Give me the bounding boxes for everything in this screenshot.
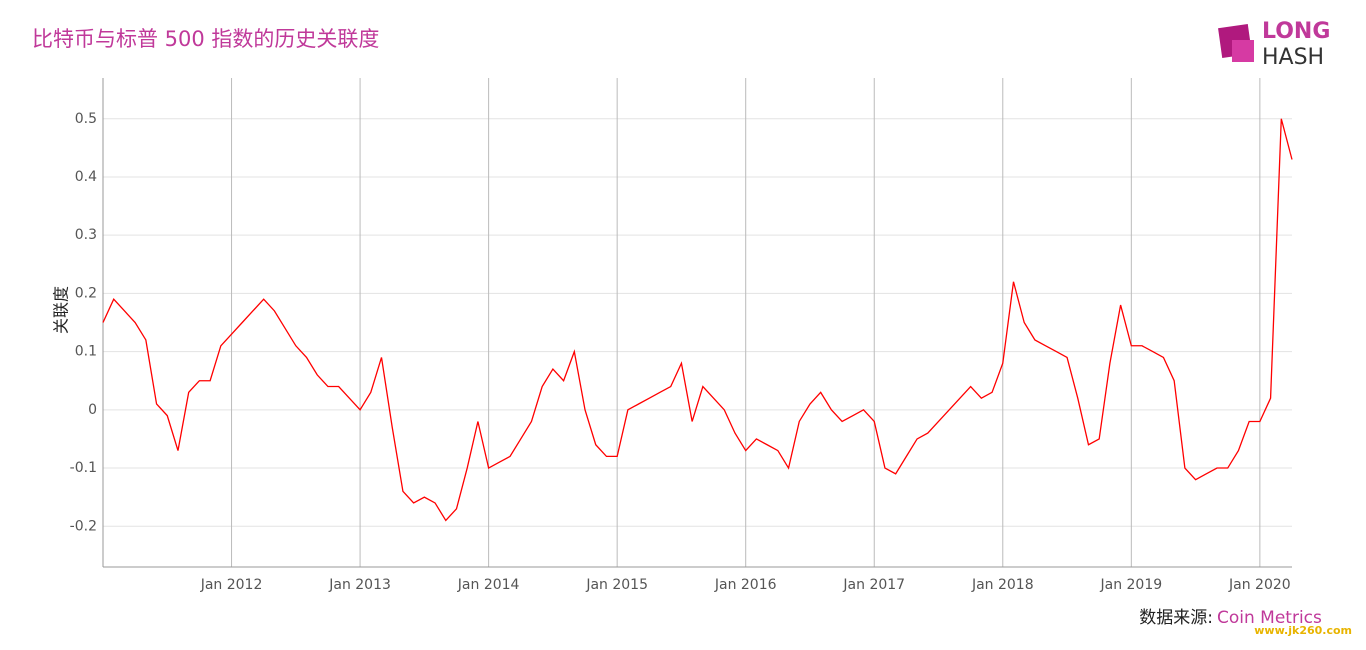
y-tick-label: 0.2 bbox=[75, 285, 97, 301]
y-tick-label: 0.3 bbox=[75, 227, 97, 243]
y-tick-label: 0.4 bbox=[75, 169, 97, 185]
x-tick-label: Jan 2016 bbox=[714, 577, 777, 593]
logo-text: HASH bbox=[1262, 45, 1324, 70]
y-tick-label: 0 bbox=[88, 402, 97, 418]
watermark: www.jk260.com bbox=[1254, 624, 1352, 637]
x-tick-label: Jan 2012 bbox=[200, 577, 263, 593]
x-tick-label: Jan 2018 bbox=[971, 577, 1034, 593]
y-tick-label: -0.2 bbox=[70, 518, 97, 534]
logo-icon bbox=[1232, 40, 1254, 62]
logo-text: LONG bbox=[1262, 19, 1330, 44]
source: Coin Metrics bbox=[1217, 608, 1322, 628]
chart-title: 比特币与标普 500 指数的历史关联度 bbox=[32, 27, 379, 51]
x-tick-label: Jan 2014 bbox=[457, 577, 520, 593]
y-axis-label: 关联度 bbox=[52, 286, 71, 334]
x-tick-label: Jan 2015 bbox=[585, 577, 648, 593]
source-label: 数据来源: bbox=[1139, 608, 1213, 628]
y-tick-label: 0.5 bbox=[75, 111, 97, 127]
y-tick-label: 0.1 bbox=[75, 344, 97, 360]
x-tick-label: Jan 2017 bbox=[842, 577, 905, 593]
y-tick-label: -0.1 bbox=[70, 460, 97, 476]
x-tick-label: Jan 2020 bbox=[1228, 577, 1291, 593]
line-series bbox=[102, 118, 1293, 522]
x-tick-label: Jan 2013 bbox=[328, 577, 391, 593]
x-tick-label: Jan 2019 bbox=[1099, 577, 1162, 593]
logo: LONG HASH bbox=[1218, 19, 1330, 70]
